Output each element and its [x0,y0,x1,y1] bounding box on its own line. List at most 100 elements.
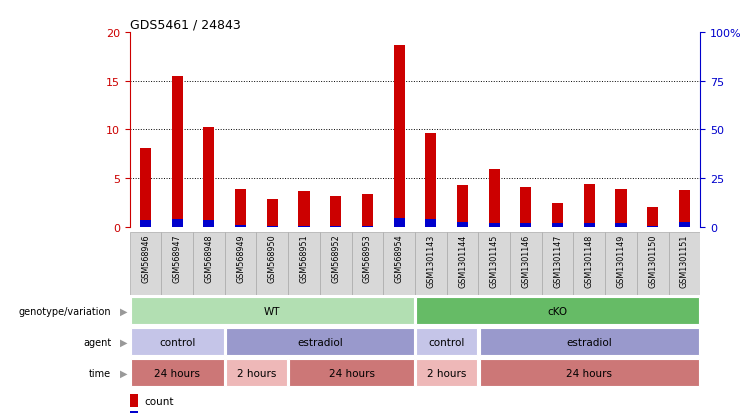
Bar [140,149,151,227]
Bar [226,328,413,355]
Bar [552,224,563,227]
Bar [362,226,373,227]
Bar [235,189,246,227]
Text: 24 hours: 24 hours [328,368,374,378]
Text: GSM1301149: GSM1301149 [617,234,625,287]
Bar [130,394,139,407]
Bar [226,359,287,387]
Text: GDS5461 / 24843: GDS5461 / 24843 [130,19,240,32]
Bar [131,328,224,355]
Bar [299,226,310,227]
Bar [320,233,351,295]
Text: GSM568952: GSM568952 [331,234,340,282]
Bar [330,196,342,227]
Bar [616,224,627,227]
Text: estradiol: estradiol [297,337,343,347]
Text: 2 hours: 2 hours [427,368,466,378]
Text: GSM568948: GSM568948 [205,234,213,282]
Bar [130,411,139,413]
Text: WT: WT [264,306,281,316]
Text: 2 hours: 2 hours [237,368,276,378]
Bar [425,134,436,227]
Bar [520,188,531,227]
Bar [140,221,151,227]
Text: GSM1301144: GSM1301144 [458,234,467,287]
Text: GSM568954: GSM568954 [395,234,404,282]
Bar [479,233,510,295]
Bar [679,223,690,227]
Bar [479,359,699,387]
Bar [616,189,627,227]
Text: ▶: ▶ [120,337,127,347]
Bar [416,359,477,387]
Bar [457,223,468,227]
Bar [256,233,288,295]
Bar [131,359,224,387]
Bar [542,233,574,295]
Text: GSM1301145: GSM1301145 [490,234,499,287]
Text: count: count [144,396,173,406]
Text: GSM568947: GSM568947 [173,234,182,282]
Bar [131,297,413,325]
Text: estradiol: estradiol [566,337,612,347]
Bar [203,128,214,227]
Bar [267,226,278,227]
Bar [447,233,479,295]
Bar [510,233,542,295]
Text: GSM1301148: GSM1301148 [585,234,594,287]
Bar [330,226,342,227]
Text: ▶: ▶ [120,306,127,316]
Bar [520,223,531,227]
Bar [574,233,605,295]
Text: GSM568951: GSM568951 [299,234,308,282]
Text: control: control [428,337,465,347]
Bar [235,226,246,227]
Bar [130,233,162,295]
Bar [393,46,405,227]
Text: genotype/variation: genotype/variation [19,306,111,316]
Text: GSM1301150: GSM1301150 [648,234,657,287]
Bar [668,233,700,295]
Bar [479,328,699,355]
Bar [288,233,320,295]
Text: time: time [89,368,111,378]
Bar [416,297,699,325]
Bar [488,223,499,227]
Bar [267,200,278,227]
Bar [162,233,193,295]
Bar [362,194,373,227]
Text: GSM568949: GSM568949 [236,234,245,282]
Text: ▶: ▶ [120,368,127,378]
Bar [290,359,413,387]
Text: control: control [159,337,196,347]
Bar [203,220,214,227]
Text: agent: agent [83,337,111,347]
Text: GSM568946: GSM568946 [141,234,150,282]
Text: 24 hours: 24 hours [566,368,612,378]
Bar [584,223,595,227]
Text: GSM568950: GSM568950 [268,234,277,282]
Bar [172,219,183,227]
Text: GSM1301146: GSM1301146 [522,234,531,287]
Bar [383,233,415,295]
Bar [299,191,310,227]
Bar [647,226,658,227]
Text: GSM1301143: GSM1301143 [426,234,435,287]
Bar [415,233,447,295]
Bar [425,220,436,227]
Bar [552,204,563,227]
Bar [225,233,256,295]
Text: GSM568953: GSM568953 [363,234,372,282]
Bar [393,218,405,227]
Text: GSM1301147: GSM1301147 [553,234,562,287]
Bar [172,77,183,227]
Bar [605,233,637,295]
Bar [193,233,225,295]
Text: GSM1301151: GSM1301151 [680,234,689,287]
Bar [488,170,499,227]
Bar [457,185,468,227]
Bar [637,233,668,295]
Bar [679,190,690,227]
Bar [647,208,658,227]
Text: cKO: cKO [548,306,568,316]
